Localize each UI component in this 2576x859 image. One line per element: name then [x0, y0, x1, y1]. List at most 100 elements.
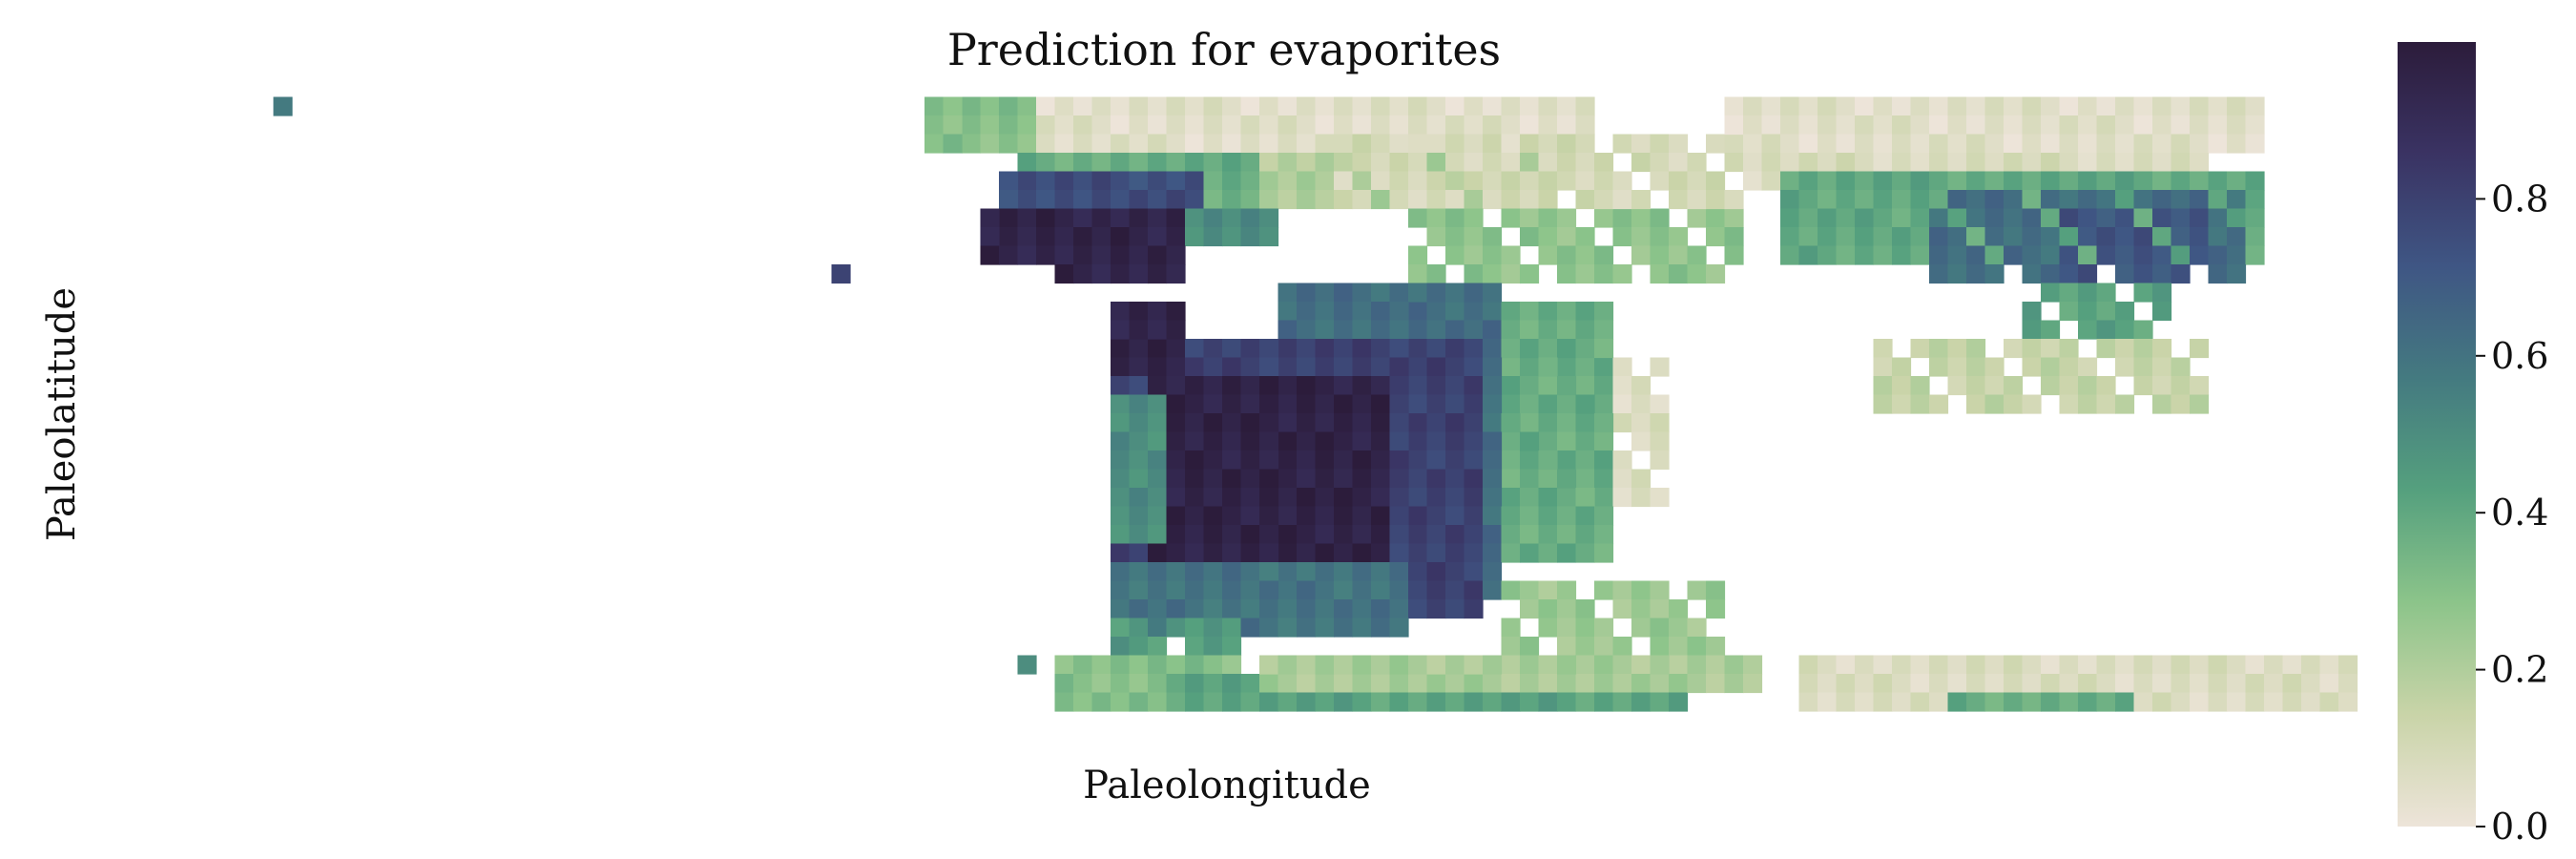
heatmap-cell — [1743, 171, 1763, 191]
heatmap-cell — [1501, 245, 1521, 265]
heatmap-cell — [2190, 96, 2210, 116]
heatmap-cell — [1129, 599, 1149, 619]
heatmap-cell — [1798, 245, 1818, 265]
heatmap-cell — [1111, 190, 1131, 210]
heatmap-cell — [1966, 190, 1986, 210]
heatmap-cell — [1073, 171, 1093, 191]
heatmap-cell — [1892, 134, 1912, 154]
heatmap-cell — [1129, 96, 1149, 116]
heatmap-cell — [1352, 320, 1372, 340]
heatmap-cell — [1129, 655, 1149, 675]
heatmap-cell — [999, 227, 1019, 247]
heatmap-cell — [2059, 283, 2079, 303]
heatmap-cell — [2152, 674, 2172, 694]
heatmap-cell — [1445, 115, 1465, 136]
heatmap-cell — [1315, 506, 1335, 526]
heatmap-cell — [1724, 227, 1744, 247]
heatmap-cell — [1873, 357, 1893, 377]
heatmap-cell — [1297, 655, 1317, 675]
heatmap-cell — [1798, 190, 1818, 210]
heatmap-cell — [1073, 153, 1093, 173]
heatmap-cell — [1111, 580, 1131, 600]
heatmap-cell — [1984, 264, 2005, 284]
heatmap-cell — [1240, 469, 1260, 489]
heatmap-cell — [1426, 692, 1446, 712]
heatmap-cell — [999, 134, 1019, 154]
heatmap-cell — [1334, 674, 1354, 694]
heatmap-cell — [1111, 115, 1131, 136]
heatmap-cell — [1259, 227, 1279, 247]
heatmap-cell — [1185, 413, 1205, 433]
heatmap-cell — [1222, 96, 1242, 116]
heatmap-cell — [2078, 190, 2098, 210]
heatmap-cell — [1538, 153, 1558, 173]
heatmap-cell — [1445, 357, 1465, 377]
heatmap-cell — [2096, 153, 2116, 173]
heatmap-cell — [2022, 190, 2042, 210]
heatmap-cell — [1687, 637, 1707, 657]
heatmap-cell — [1594, 320, 1614, 340]
heatmap-cell — [1631, 153, 1652, 173]
heatmap-cell — [1240, 618, 1260, 638]
heatmap-cell — [1594, 376, 1614, 396]
heatmap-cell — [1278, 431, 1298, 451]
heatmap-cell — [1538, 227, 1558, 247]
heatmap-cell — [1017, 208, 1037, 228]
heatmap-cell — [1761, 153, 1781, 173]
heatmap-cell — [1984, 357, 2005, 377]
heatmap-cell — [1557, 488, 1577, 508]
heatmap-cell — [1984, 153, 2005, 173]
heatmap-cell — [1612, 376, 1632, 396]
heatmap-cell — [2245, 245, 2265, 265]
heatmap-cell — [1185, 525, 1205, 545]
heatmap-cell — [2152, 227, 2172, 247]
heatmap-cell — [2059, 302, 2079, 322]
heatmap-cell — [2152, 190, 2172, 210]
heatmap-cell — [1687, 208, 1707, 228]
colorbar-tick-label: 0.6 — [2491, 335, 2548, 377]
heatmap-cell — [2133, 339, 2153, 359]
heatmap-cell — [1947, 376, 1967, 396]
heatmap-cell — [1259, 190, 1279, 210]
heatmap-cell — [1259, 413, 1279, 433]
heatmap-cell — [1334, 320, 1354, 340]
heatmap-cell — [1166, 674, 1186, 694]
heatmap-cell — [1334, 339, 1354, 359]
heatmap-cell — [1371, 469, 1391, 489]
heatmap-cell — [2022, 153, 2042, 173]
heatmap-cell — [1445, 302, 1465, 322]
heatmap-cell — [1111, 153, 1131, 173]
heatmap-cell — [1520, 190, 1540, 210]
heatmap-cell — [1538, 580, 1558, 600]
heatmap-cell — [1612, 637, 1632, 657]
heatmap-cell — [2059, 190, 2079, 210]
heatmap-cell — [1129, 320, 1149, 340]
heatmap-cell — [2152, 394, 2172, 414]
heatmap-cell — [1185, 190, 1205, 210]
heatmap-cell — [1464, 562, 1484, 582]
heatmap-cell — [1464, 543, 1484, 563]
heatmap-cell — [1129, 450, 1149, 471]
heatmap-cell — [2245, 171, 2265, 191]
heatmap-cell — [1148, 562, 1168, 582]
heatmap-cell — [1910, 171, 1930, 191]
heatmap-cell — [1017, 245, 1037, 265]
heatmap-cell — [2208, 245, 2228, 265]
heatmap-cell — [1297, 302, 1317, 322]
heatmap-cell — [1520, 96, 1540, 116]
heatmap-cell — [1334, 692, 1354, 712]
heatmap-cell — [1259, 580, 1279, 600]
heatmap-cell — [2059, 674, 2079, 694]
heatmap-cell — [2022, 655, 2042, 675]
heatmap-cell — [1687, 245, 1707, 265]
heatmap-cell — [1520, 227, 1540, 247]
heatmap-cell — [1575, 153, 1595, 173]
heatmap-cell — [2096, 320, 2116, 340]
heatmap-cell — [1315, 394, 1335, 414]
heatmap-cell — [1631, 394, 1652, 414]
heatmap-cell — [1334, 413, 1354, 433]
heatmap-cell — [1334, 488, 1354, 508]
heatmap-cell — [1334, 171, 1354, 191]
heatmap-cell — [1389, 171, 1409, 191]
heatmap-cell — [1538, 245, 1558, 265]
